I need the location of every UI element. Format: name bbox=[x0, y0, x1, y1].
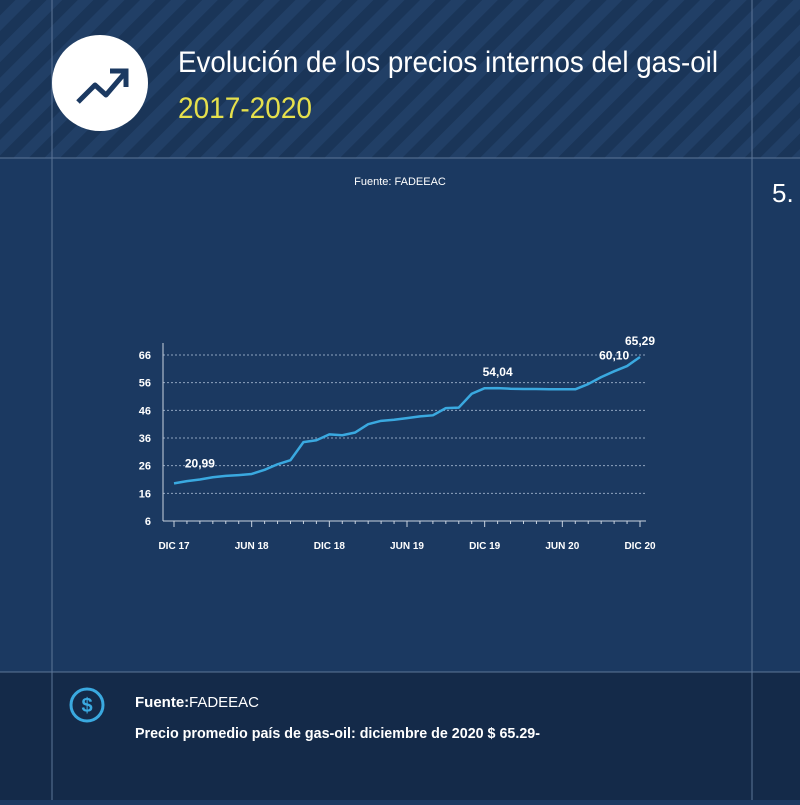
x-tick-label: DIC 18 bbox=[314, 541, 346, 552]
footer-note: Precio promedio país de gas-oil: diciemb… bbox=[135, 725, 540, 742]
y-tick-label: 46 bbox=[139, 405, 151, 417]
x-tick-label: DIC 20 bbox=[624, 541, 656, 552]
subtitle: 2017-2020 bbox=[178, 92, 312, 125]
trend-icon bbox=[52, 35, 148, 131]
footer-source: FADEEAC bbox=[189, 694, 259, 711]
svg-text:$: $ bbox=[81, 695, 92, 717]
page-number: 5. bbox=[772, 178, 794, 208]
x-tick-label: DIC 17 bbox=[158, 541, 190, 552]
dollar-icon: $ bbox=[69, 687, 105, 723]
y-tick-label: 56 bbox=[139, 378, 151, 390]
x-tick-label: JUN 18 bbox=[235, 541, 269, 552]
y-tick-label: 16 bbox=[139, 488, 151, 500]
value-label: 65,29 bbox=[625, 334, 655, 348]
footer-source-label: Fuente: bbox=[135, 694, 189, 711]
y-tick-label: 66 bbox=[139, 350, 151, 362]
x-tick-label: JUN 19 bbox=[390, 541, 424, 552]
chart-source: Fuente: FADEEAC bbox=[354, 176, 446, 188]
y-tick-label: 6 bbox=[145, 516, 151, 528]
price-line bbox=[173, 355, 641, 485]
y-tick-label: 36 bbox=[139, 433, 151, 445]
x-tick-label: DIC 19 bbox=[469, 541, 501, 552]
footer-band bbox=[0, 672, 800, 800]
y-tick-label: 26 bbox=[139, 461, 151, 473]
value-label: 54,04 bbox=[483, 365, 513, 379]
x-tick-label: JUN 20 bbox=[545, 541, 579, 552]
title: Evolución de los precios internos del ga… bbox=[178, 46, 718, 79]
value-label: 20,99 bbox=[185, 457, 215, 471]
value-label: 60,10 bbox=[599, 348, 629, 362]
